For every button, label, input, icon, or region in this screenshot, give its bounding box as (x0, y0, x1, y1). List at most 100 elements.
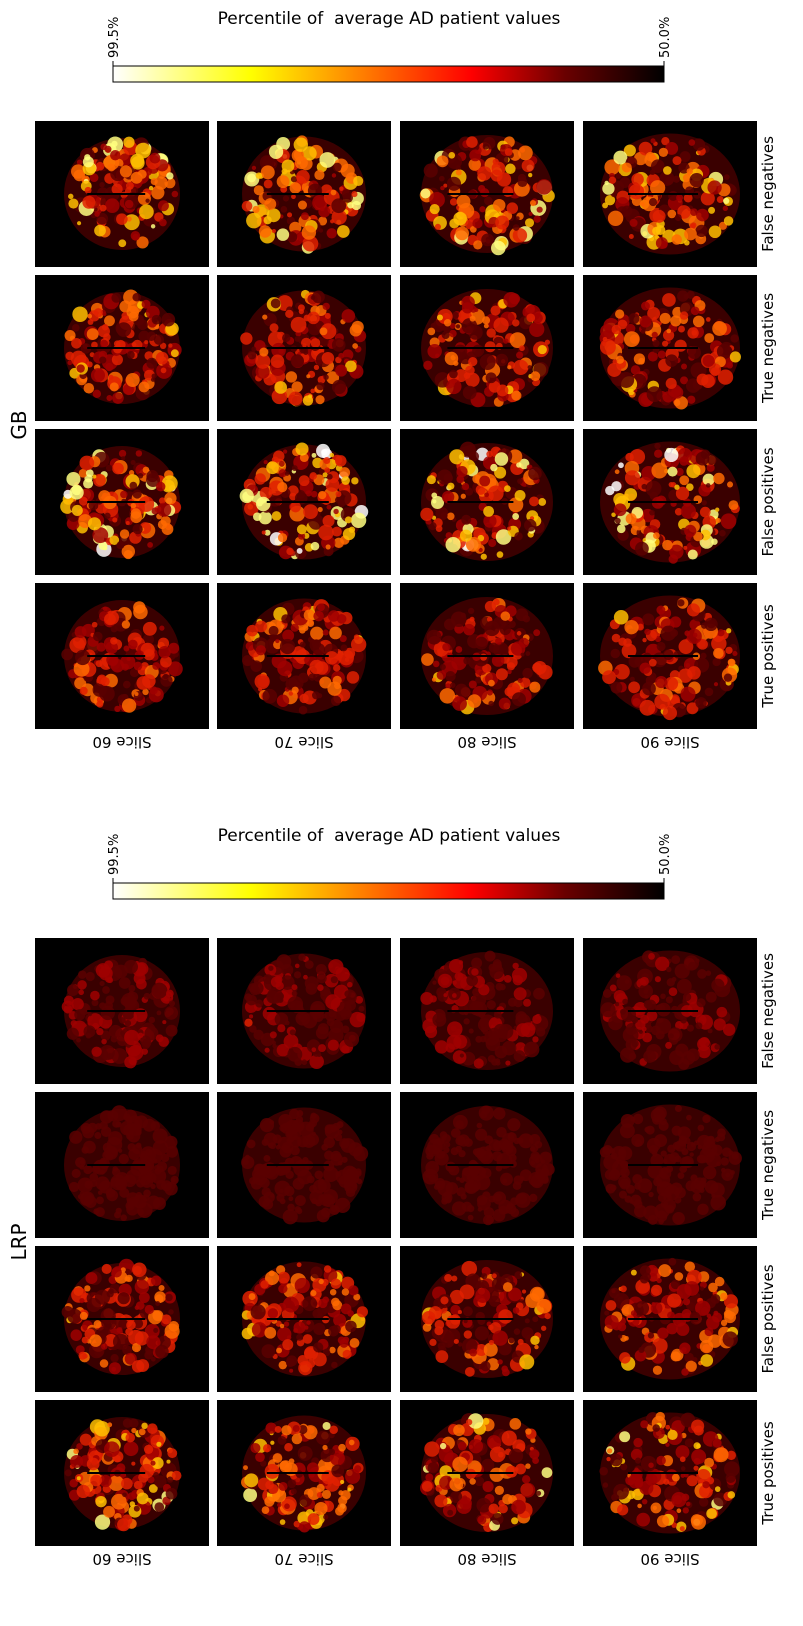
activation (338, 353, 344, 359)
activation (525, 1042, 537, 1054)
activation (460, 530, 472, 542)
row-label: False positives (759, 447, 777, 556)
activation (483, 1481, 494, 1492)
activation (79, 1298, 84, 1303)
activation (650, 138, 655, 143)
activation (715, 508, 719, 512)
activation (153, 1328, 158, 1333)
activation (134, 662, 143, 671)
activation (677, 290, 688, 301)
activation (675, 1272, 684, 1281)
activation (129, 482, 137, 490)
row-label: True positives (759, 1421, 777, 1525)
activation (309, 1185, 317, 1193)
activation (445, 671, 456, 682)
activation (606, 1184, 616, 1194)
activation (358, 1006, 364, 1012)
activation (318, 1178, 325, 1185)
activation (262, 689, 277, 704)
activation (503, 338, 508, 343)
activation (652, 1424, 660, 1432)
activation (128, 1492, 136, 1500)
activation (302, 1059, 308, 1065)
activation (453, 212, 467, 226)
activation (618, 372, 634, 388)
activation (512, 513, 519, 520)
activation (279, 1189, 283, 1193)
activation (333, 1314, 346, 1327)
activation (475, 1288, 490, 1303)
activation (288, 1196, 293, 1201)
activation (144, 1445, 153, 1454)
activation (324, 1265, 331, 1272)
activation (611, 649, 621, 659)
activation (717, 1128, 726, 1137)
activation (695, 697, 706, 708)
activation (84, 1285, 90, 1291)
activation (620, 1286, 627, 1293)
activation (715, 1486, 721, 1492)
activation (80, 1434, 92, 1446)
activation (684, 525, 696, 537)
activation (680, 687, 695, 702)
activation (632, 1174, 642, 1184)
brain-map (400, 275, 574, 421)
activation (285, 1171, 293, 1179)
activation (499, 698, 511, 710)
activation (111, 141, 117, 147)
activation (651, 159, 665, 173)
activation (292, 1119, 304, 1131)
activation (680, 1456, 686, 1462)
activation (666, 967, 671, 972)
activation (488, 1325, 493, 1330)
activation (538, 498, 546, 506)
activation (339, 186, 343, 190)
activation (695, 225, 707, 237)
activation (662, 341, 668, 347)
activation (248, 351, 257, 360)
activation (319, 327, 327, 335)
activation (298, 954, 305, 961)
activation (686, 464, 700, 478)
column-label: Slice 80 (457, 733, 516, 751)
activation (694, 1177, 707, 1190)
activation (656, 237, 668, 249)
activation (341, 644, 348, 651)
activation (280, 1519, 286, 1525)
activation (332, 1325, 341, 1334)
activation (331, 190, 337, 196)
activation (331, 1362, 338, 1369)
activation (318, 1044, 326, 1052)
activation (529, 322, 544, 337)
activation (322, 352, 334, 364)
activation (277, 695, 289, 707)
activation (640, 1265, 651, 1276)
activation (144, 649, 155, 660)
activation (442, 331, 450, 339)
activation (514, 1467, 518, 1471)
activation (268, 1308, 278, 1318)
activation (498, 1504, 507, 1513)
activation (251, 982, 263, 994)
activation (166, 1488, 178, 1500)
activation (533, 629, 540, 636)
activation (665, 354, 678, 367)
activation (469, 1349, 477, 1357)
activation (156, 352, 169, 365)
activation (319, 152, 335, 168)
activation (687, 629, 702, 644)
activation (112, 1166, 118, 1172)
activation (166, 990, 174, 998)
activation (630, 219, 638, 227)
brain-map (217, 1092, 391, 1238)
activation (80, 456, 95, 471)
activation (669, 554, 678, 563)
activation (615, 1002, 619, 1006)
activation (145, 199, 149, 203)
activation (110, 150, 120, 160)
activation (469, 1029, 474, 1034)
activation (501, 611, 511, 621)
activation (295, 442, 308, 455)
activation (440, 664, 446, 670)
activation (504, 485, 511, 492)
